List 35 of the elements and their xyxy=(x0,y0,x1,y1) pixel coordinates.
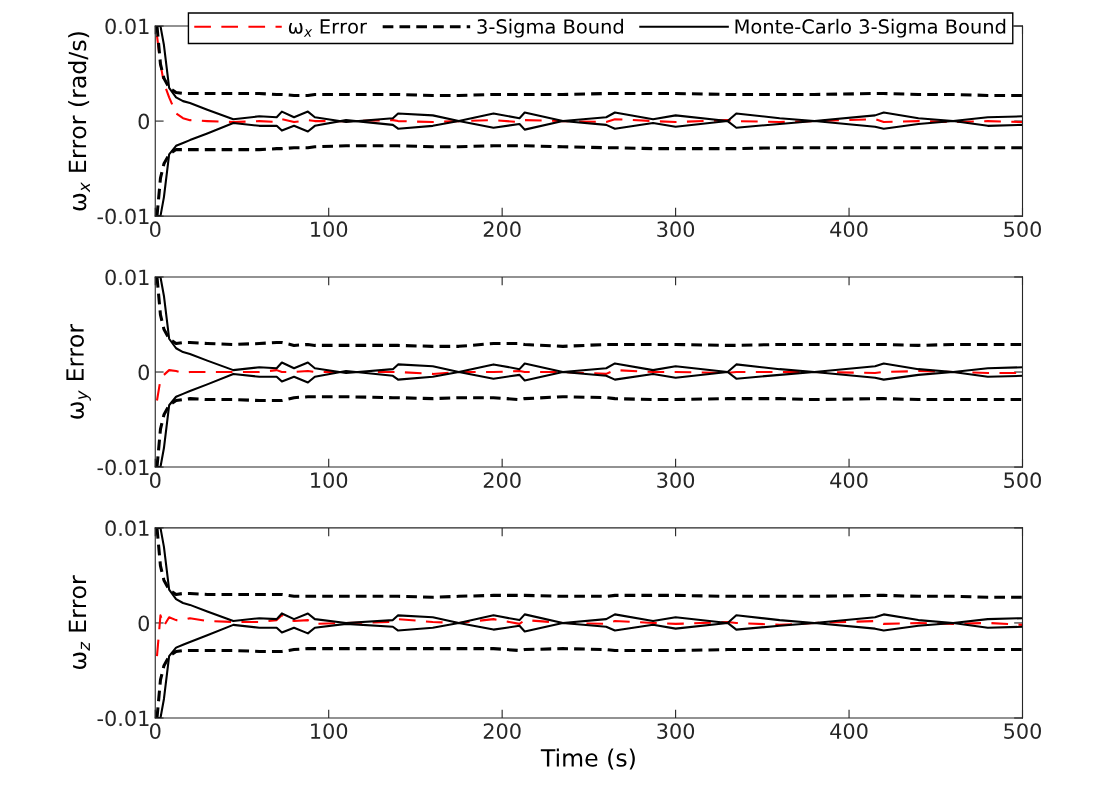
y-tick-label: -0.01 xyxy=(97,459,149,476)
legend-label: ω$_{x}$ Error xyxy=(288,19,367,37)
x-tick-label: 100 xyxy=(311,221,348,238)
x-tick-label: 400 xyxy=(830,221,868,238)
y-tick-label: 0 xyxy=(138,364,150,381)
legend-label: Monte-Carlo 3-Sigma Bound xyxy=(735,18,1006,38)
x-tick-label: 100 xyxy=(311,723,348,739)
x-tick-label: 500 xyxy=(1004,221,1041,238)
x-tick-label: 0 xyxy=(150,723,161,739)
x-tick-label: 0 xyxy=(150,472,161,489)
legend-label: 3-Sigma Bound xyxy=(477,18,623,38)
line-series xyxy=(155,614,1023,658)
x-tick-label: 400 xyxy=(830,472,868,489)
x-tick-label: 300 xyxy=(657,472,695,489)
y-axis-title: ω$_{x}$ Error (rad/s) xyxy=(68,32,90,211)
y-tick-label: 0 xyxy=(138,615,150,632)
x-tick-label: 400 xyxy=(830,723,868,739)
x-tick-label: 200 xyxy=(483,221,521,238)
y-tick-label: 0 xyxy=(138,113,150,130)
y-axis-title: ω$_{z}$ Error xyxy=(68,575,90,670)
x-tick-label: 0 xyxy=(150,221,161,238)
y-tick-label: 0.01 xyxy=(105,269,149,286)
y-tick-label: -0.01 xyxy=(97,208,149,225)
x-axis-title: Time (s) xyxy=(540,748,635,770)
y-axis-title: ω$_{y}$ Error xyxy=(66,323,91,419)
y-tick-label: 0.01 xyxy=(105,18,149,35)
y-tick-label: 0.01 xyxy=(105,520,149,537)
y-tick-label: -0.01 xyxy=(97,710,149,727)
x-tick-label: 500 xyxy=(1004,472,1041,489)
x-tick-label: 300 xyxy=(657,723,695,739)
x-tick-label: 300 xyxy=(657,221,695,238)
x-tick-label: 500 xyxy=(1004,723,1041,739)
x-tick-label: 200 xyxy=(483,472,521,489)
x-tick-label: 100 xyxy=(311,472,348,489)
x-tick-label: 200 xyxy=(483,723,521,739)
